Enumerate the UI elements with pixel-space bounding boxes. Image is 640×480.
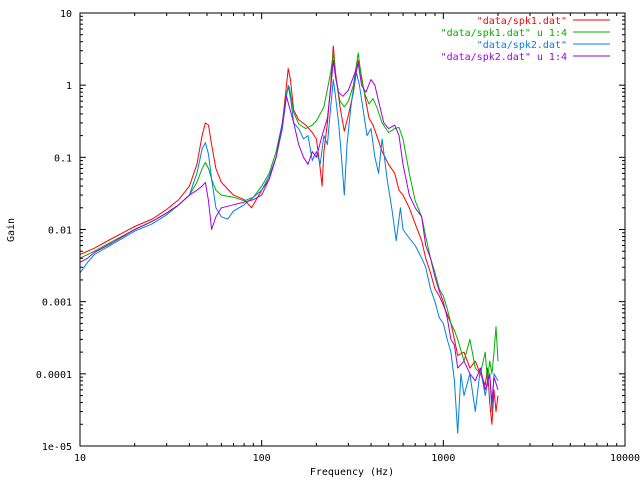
x-tick-label: 1000	[431, 453, 455, 464]
legend: "data/spk1.dat""data/spk1.dat" u 1:4"dat…	[441, 16, 610, 63]
legend-label-2: "data/spk1.dat" u 1:4	[441, 28, 567, 39]
legend-label-4: "data/spk2.dat" u 1:4	[441, 52, 567, 63]
series-line-2	[79, 52, 499, 382]
series-line-3	[79, 69, 499, 434]
series-layer	[79, 45, 499, 434]
x-tick-label: 10	[74, 453, 86, 464]
y-tick-label: 0.1	[54, 153, 72, 164]
series-line-4	[79, 60, 499, 404]
y-tick-label: 0.001	[42, 298, 72, 309]
y-tick-label: 0.01	[48, 226, 72, 237]
legend-label-3: "data/spk2.dat"	[477, 40, 567, 51]
y-tick-label: 1	[66, 81, 72, 92]
y-tick-label: 0.0001	[36, 370, 72, 381]
y-tick-label: 1e-05	[42, 442, 72, 453]
axis-ticks: 10 100 1000 10000 1e-05 0.0001 0.001 0.01 0.1 1 10	[36, 9, 640, 464]
x-tick-label: 100	[253, 453, 271, 464]
y-axis-label: Gain	[6, 218, 17, 242]
x-tick-label: 10000	[610, 453, 640, 464]
y-tick-label: 10	[60, 9, 72, 20]
x-axis-label: Frequency (Hz)	[310, 467, 394, 478]
legend-label-1: "data/spk1.dat"	[477, 16, 567, 27]
